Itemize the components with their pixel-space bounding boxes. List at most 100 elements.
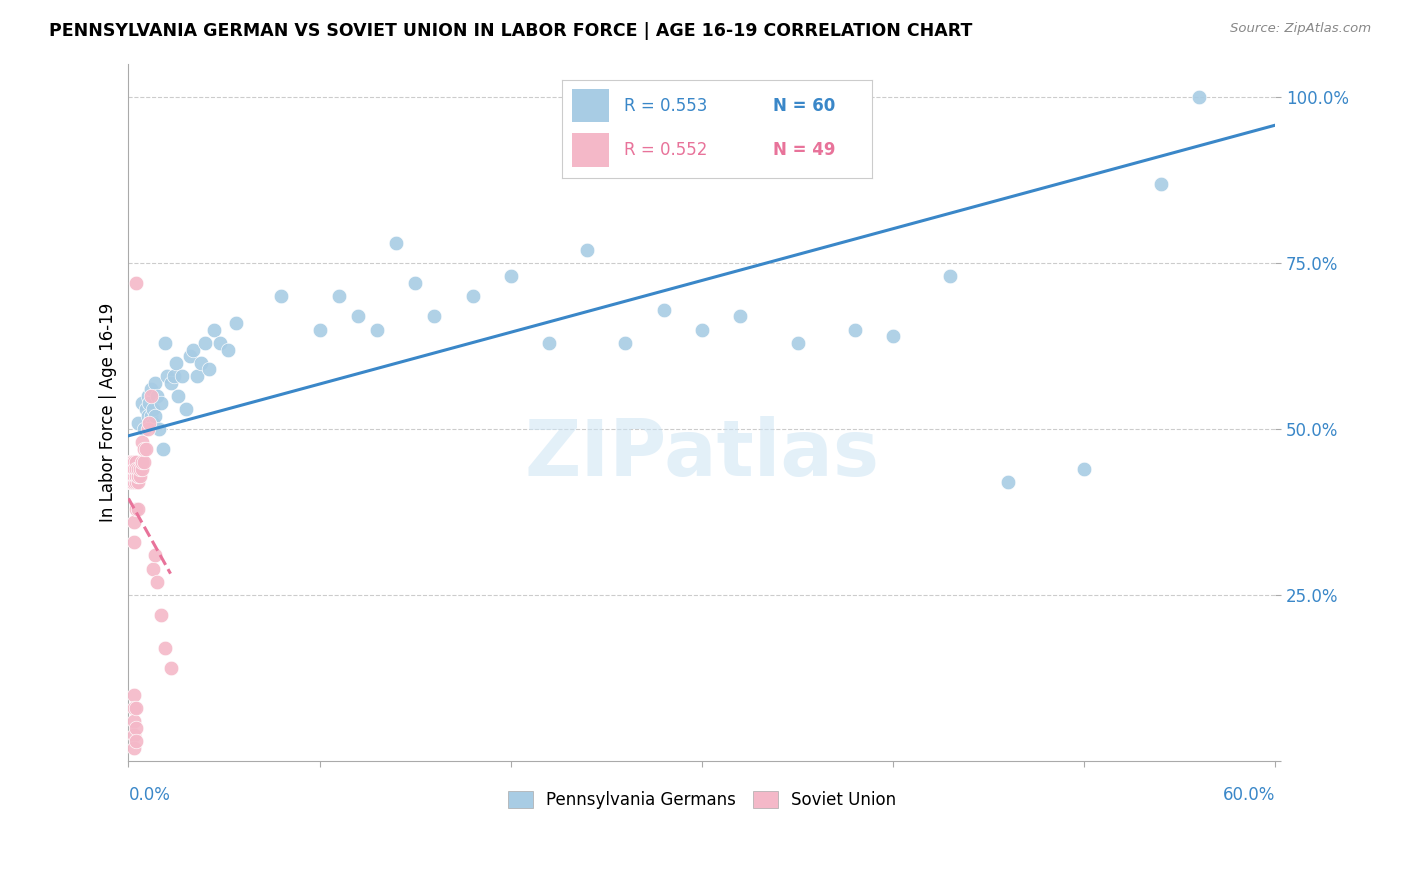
Point	[165, 356, 187, 370]
Point	[127, 468, 149, 483]
Point	[997, 475, 1019, 490]
Point	[125, 501, 148, 516]
Point	[225, 316, 247, 330]
Point	[122, 535, 145, 549]
Point	[142, 561, 165, 575]
Bar	[572, 89, 609, 122]
Point	[143, 376, 166, 390]
Text: Source: ZipAtlas.com: Source: ZipAtlas.com	[1230, 22, 1371, 36]
Point	[120, 468, 142, 483]
Point	[197, 362, 219, 376]
Text: ZIPatlas: ZIPatlas	[524, 417, 879, 492]
Point	[125, 455, 148, 469]
Point	[690, 322, 713, 336]
Point	[120, 455, 142, 469]
Point	[142, 402, 165, 417]
Point	[141, 409, 163, 423]
Point	[125, 468, 148, 483]
Point	[143, 409, 166, 423]
Point	[153, 641, 176, 656]
Point	[159, 661, 181, 675]
Point	[122, 475, 145, 490]
Point	[120, 475, 142, 490]
Point	[614, 335, 637, 350]
Point	[159, 376, 181, 390]
Point	[129, 468, 152, 483]
Point	[179, 349, 201, 363]
Point	[122, 740, 145, 755]
Text: R = 0.553: R = 0.553	[624, 97, 707, 115]
Point	[120, 462, 142, 476]
Point	[270, 289, 292, 303]
Point	[125, 721, 148, 735]
Bar	[572, 133, 609, 167]
Point	[728, 310, 751, 324]
Point	[122, 468, 145, 483]
Point	[136, 422, 159, 436]
Point	[167, 389, 190, 403]
Point	[209, 335, 232, 350]
Point	[146, 389, 169, 403]
Point	[190, 356, 212, 370]
Point	[121, 468, 143, 483]
Point	[125, 475, 148, 490]
Point	[786, 335, 808, 350]
Point	[186, 369, 208, 384]
Point	[132, 422, 155, 436]
Point	[127, 468, 149, 483]
Point	[122, 462, 145, 476]
Point	[149, 395, 172, 409]
Text: 60.0%: 60.0%	[1223, 786, 1275, 804]
Point	[142, 416, 165, 430]
Point	[156, 369, 179, 384]
Text: 0.0%: 0.0%	[128, 786, 170, 804]
Point	[1073, 462, 1095, 476]
Point	[135, 402, 157, 417]
Point	[404, 276, 426, 290]
Point	[122, 701, 145, 715]
Point	[423, 310, 446, 324]
Point	[122, 714, 145, 729]
Point	[499, 269, 522, 284]
Point	[461, 289, 484, 303]
Text: N = 49: N = 49	[773, 141, 835, 159]
Point	[138, 416, 160, 430]
Point	[131, 395, 153, 409]
Point	[120, 468, 142, 483]
Point	[125, 701, 148, 715]
Text: R = 0.552: R = 0.552	[624, 141, 707, 159]
Point	[204, 322, 226, 336]
Point	[129, 462, 152, 476]
Point	[146, 574, 169, 589]
Point	[152, 442, 174, 456]
Point	[385, 236, 408, 251]
Point	[882, 329, 904, 343]
Point	[120, 468, 142, 483]
Point	[121, 462, 143, 476]
Point	[347, 310, 370, 324]
Point	[138, 395, 160, 409]
Text: N = 60: N = 60	[773, 97, 835, 115]
Point	[170, 369, 193, 384]
Point	[125, 276, 148, 290]
Point	[1150, 177, 1173, 191]
Point	[131, 462, 153, 476]
Point	[141, 382, 163, 396]
Point	[121, 475, 143, 490]
Point	[1188, 90, 1211, 104]
Legend: Pennsylvania Germans, Soviet Union: Pennsylvania Germans, Soviet Union	[501, 784, 903, 815]
Point	[135, 442, 157, 456]
Point	[141, 389, 163, 403]
Point	[127, 462, 149, 476]
Point	[153, 335, 176, 350]
Y-axis label: In Labor Force | Age 16-19: In Labor Force | Age 16-19	[100, 303, 117, 522]
Point	[122, 688, 145, 702]
Point	[143, 549, 166, 563]
Point	[131, 435, 153, 450]
Point	[122, 515, 145, 529]
Point	[127, 475, 149, 490]
Point	[652, 302, 675, 317]
Point	[121, 455, 143, 469]
Point	[174, 402, 197, 417]
Point	[122, 468, 145, 483]
